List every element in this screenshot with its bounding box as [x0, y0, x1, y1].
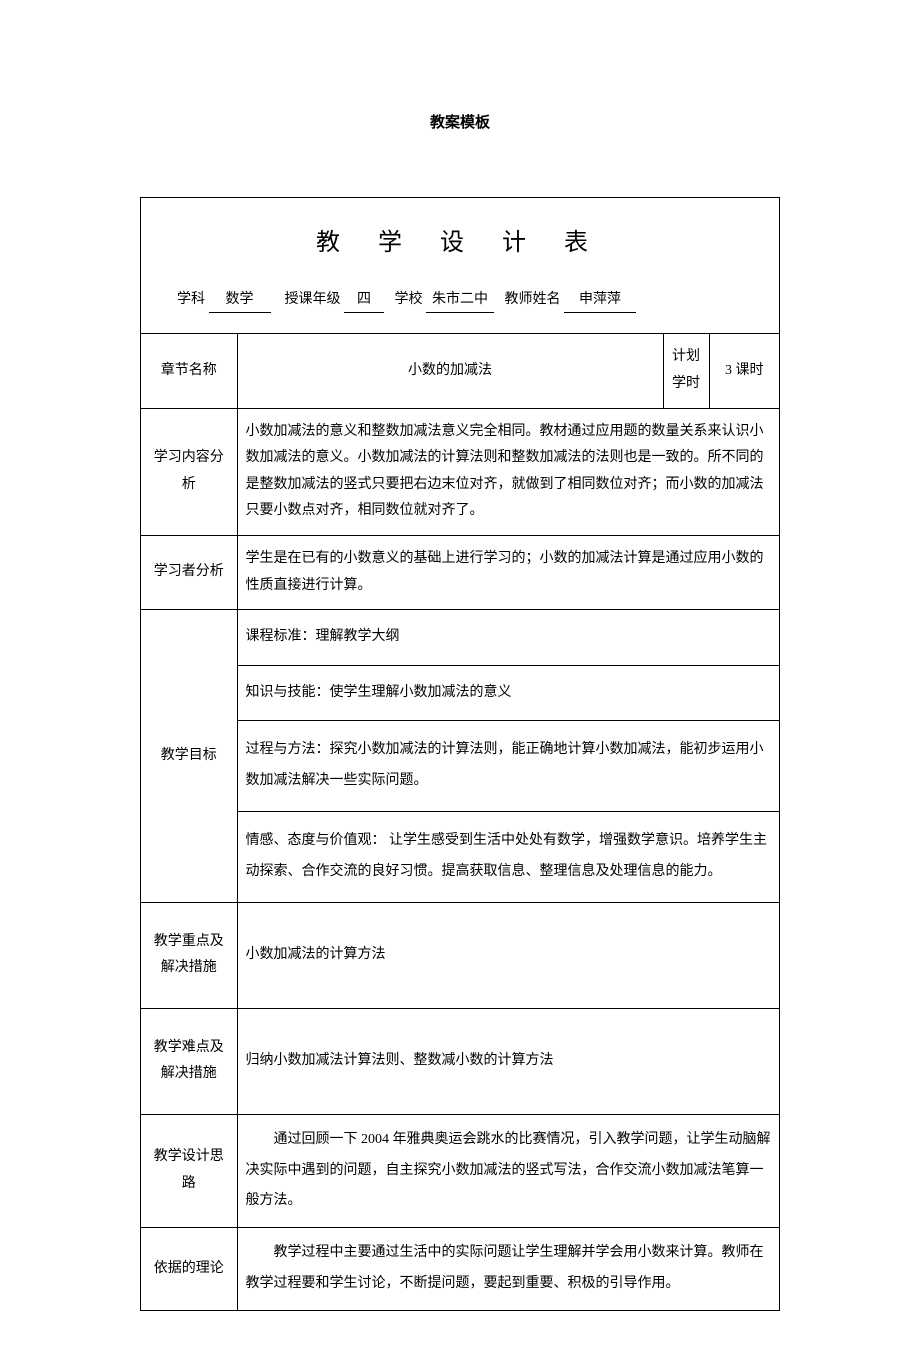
theory-label: 依据的理论	[141, 1228, 237, 1310]
form-frame: 教 学 设 计 表 学科 数学 授课年级 四 学校 朱市二中 教师姓名 申萍萍 …	[140, 197, 780, 1311]
chapter-label: 章节名称	[141, 334, 237, 408]
hours-label: 计划学时	[663, 334, 709, 408]
subject-value: 数学	[209, 287, 271, 313]
table-row: 章节名称 小数的加减法 计划学时 3 课时	[141, 334, 779, 408]
school-label: 学校	[395, 292, 423, 307]
table-row: 依据的理论 教学过程中主要通过生活中的实际问题让学生理解并学会用小数来计算。教师…	[141, 1228, 779, 1310]
design-idea-value: 通过回顾一下 2004 年雅典奥运会跳水的比赛情况，引入教学问题，让学生动脑解决…	[237, 1114, 779, 1227]
objective-knowledge: 知识与技能：使学生理解小数加减法的意义	[246, 676, 772, 711]
table-row: 学习内容分析 小数加减法的意义和整数加减法意义完全相同。教材通过应用题的数量关系…	[141, 408, 779, 535]
objective-process: 过程与方法：探究小数加减法的计算法则，能正确地计算小数加减法，能初步运用小数加减…	[246, 731, 772, 801]
chapter-value: 小数的加减法	[237, 334, 663, 408]
teacher-value: 申萍萍	[564, 287, 636, 313]
content-analysis-value: 小数加减法的意义和整数加减法意义完全相同。教材通过应用题的数量关系来认识小数加减…	[237, 408, 779, 535]
theory-text: 教学过程中主要通过生活中的实际问题让学生理解并学会用小数来计算。教师在教学过程要…	[246, 1238, 772, 1300]
divider	[238, 665, 780, 666]
table-row: 教学设计思路 通过回顾一下 2004 年雅典奥运会跳水的比赛情况，引入教学问题，…	[141, 1114, 779, 1227]
design-idea-label: 教学设计思路	[141, 1114, 237, 1227]
keypoint-label: 教学重点及解决措施	[141, 902, 237, 1008]
objectives-value: 课程标准：理解教学大纲 知识与技能：使学生理解小数加减法的意义 过程与方法：探究…	[237, 610, 779, 902]
keypoint-value: 小数加减法的计算方法	[237, 902, 779, 1008]
table-row: 教学目标 课程标准：理解教学大纲 知识与技能：使学生理解小数加减法的意义 过程与…	[141, 610, 779, 902]
objective-emotion: 情感、态度与价值观： 让学生感受到生活中处处有数学，增强数学意识。培养学生主动探…	[246, 822, 772, 892]
header-line: 学科 数学 授课年级 四 学校 朱市二中 教师姓名 申萍萍	[159, 287, 761, 313]
design-idea-text: 通过回顾一下 2004 年雅典奥运会跳水的比赛情况，引入教学问题，让学生动脑解决…	[246, 1125, 772, 1217]
teacher-label: 教师姓名	[505, 292, 561, 307]
table-row: 教学重点及解决措施 小数加减法的计算方法	[141, 902, 779, 1008]
objective-standard: 课程标准：理解教学大纲	[246, 620, 772, 655]
table-row: 教学难点及解决措施 归纳小数加减法计算法则、整数减小数的计算方法	[141, 1008, 779, 1114]
main-table: 章节名称 小数的加减法 计划学时 3 课时 学习内容分析 小数加减法的意义和整数…	[141, 333, 779, 1309]
table-row: 学习者分析 学生是在已有的小数意义的基础上进行学习的；小数的加减法计算是通过应用…	[141, 535, 779, 609]
theory-value: 教学过程中主要通过生活中的实际问题让学生理解并学会用小数来计算。教师在教学过程要…	[237, 1228, 779, 1310]
content-analysis-label: 学习内容分析	[141, 408, 237, 535]
form-title: 教 学 设 计 表	[159, 222, 761, 265]
difficulty-value: 归纳小数加减法计算法则、整数减小数的计算方法	[237, 1008, 779, 1114]
learner-analysis-value: 学生是在已有的小数意义的基础上进行学习的；小数的加减法计算是通过应用小数的性质直…	[237, 535, 779, 609]
page-title: 教案模板	[140, 110, 780, 137]
difficulty-label: 教学难点及解决措施	[141, 1008, 237, 1114]
divider	[238, 720, 780, 721]
grade-label: 授课年级	[285, 292, 341, 307]
objectives-label: 教学目标	[141, 610, 237, 902]
hours-value: 3 课时	[709, 334, 779, 408]
school-value: 朱市二中	[426, 287, 494, 313]
learner-analysis-label: 学习者分析	[141, 535, 237, 609]
divider	[238, 811, 780, 812]
grade-value: 四	[344, 287, 384, 313]
subject-label: 学科	[177, 292, 205, 307]
